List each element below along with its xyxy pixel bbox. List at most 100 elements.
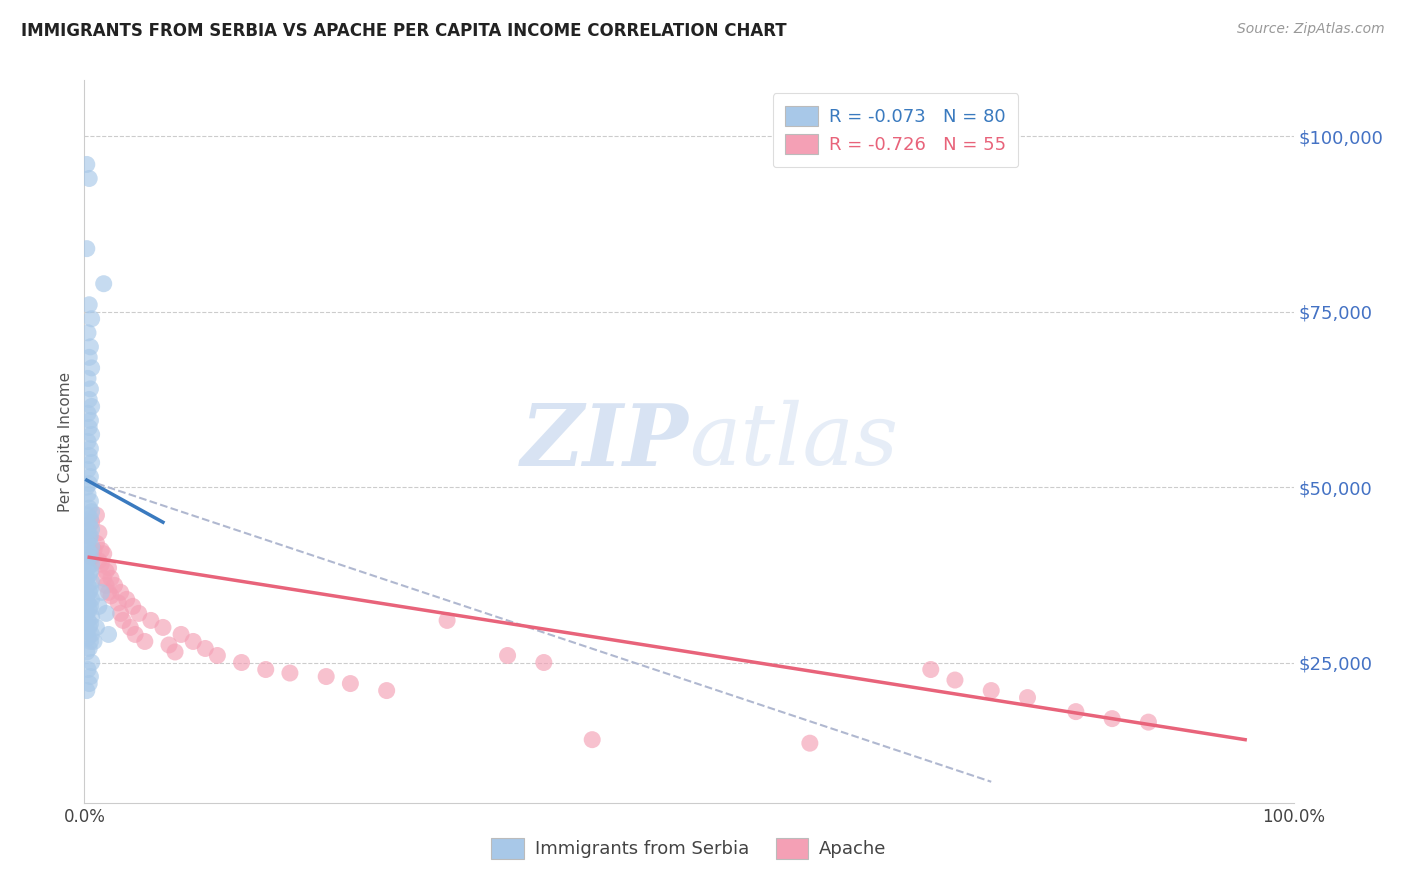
- Point: [80, 522, 103, 536]
- Point: [77, 663, 100, 677]
- Point: [77, 298, 100, 312]
- Point: [77, 525, 100, 540]
- Point: [80, 505, 103, 519]
- Point: [77, 434, 100, 449]
- Point: [76, 242, 98, 256]
- Point: [194, 641, 217, 656]
- Point: [93, 277, 115, 291]
- Point: [80, 400, 103, 414]
- Point: [980, 683, 1002, 698]
- Point: [77, 171, 100, 186]
- Point: [77, 603, 100, 617]
- Point: [77, 550, 100, 565]
- Point: [152, 620, 174, 634]
- Text: IMMIGRANTS FROM SERBIA VS APACHE PER CAPITA INCOME CORRELATION CHART: IMMIGRANTS FROM SERBIA VS APACHE PER CAP…: [21, 22, 787, 40]
- Point: [278, 666, 301, 681]
- Point: [77, 392, 100, 407]
- Point: [76, 515, 98, 529]
- Point: [94, 564, 117, 578]
- Point: [799, 736, 821, 750]
- Point: [80, 574, 103, 589]
- Point: [76, 589, 98, 603]
- Point: [80, 360, 103, 375]
- Point: [436, 614, 458, 628]
- Point: [76, 157, 98, 171]
- Point: [77, 596, 100, 610]
- Point: [79, 469, 101, 483]
- Point: [77, 518, 100, 533]
- Text: atlas: atlas: [689, 401, 898, 483]
- Point: [94, 607, 117, 621]
- Point: [80, 592, 103, 607]
- Point: [254, 663, 277, 677]
- Point: [86, 620, 108, 634]
- Point: [77, 501, 100, 516]
- Point: [80, 540, 103, 554]
- Point: [581, 732, 603, 747]
- Point: [77, 631, 100, 645]
- Point: [170, 627, 193, 641]
- Y-axis label: Per Capita Income: Per Capita Income: [58, 371, 73, 512]
- Point: [77, 371, 100, 385]
- Point: [79, 582, 101, 596]
- Point: [207, 648, 229, 663]
- Point: [76, 645, 98, 659]
- Point: [80, 515, 103, 529]
- Point: [94, 578, 117, 592]
- Point: [76, 554, 98, 568]
- Point: [77, 641, 100, 656]
- Point: [79, 529, 101, 543]
- Point: [80, 558, 103, 572]
- Point: [112, 614, 135, 628]
- Point: [77, 449, 100, 463]
- Point: [104, 578, 127, 592]
- Point: [77, 543, 100, 558]
- Point: [93, 571, 115, 585]
- Point: [97, 627, 120, 641]
- Point: [86, 508, 108, 523]
- Point: [77, 487, 100, 501]
- Point: [77, 533, 100, 547]
- Point: [87, 525, 110, 540]
- Point: [77, 578, 100, 592]
- Point: [110, 607, 132, 621]
- Point: [79, 599, 101, 614]
- Point: [128, 607, 150, 621]
- Point: [121, 599, 143, 614]
- Point: [77, 567, 100, 582]
- Point: [90, 543, 112, 558]
- Point: [90, 558, 112, 572]
- Point: [77, 351, 100, 365]
- Point: [107, 596, 129, 610]
- Point: [1064, 705, 1087, 719]
- Point: [77, 476, 100, 491]
- Point: [77, 508, 100, 523]
- Point: [77, 614, 100, 628]
- Point: [90, 585, 112, 599]
- Point: [79, 669, 101, 683]
- Point: [920, 663, 942, 677]
- Point: [77, 407, 100, 421]
- Point: [1017, 690, 1039, 705]
- Point: [79, 616, 101, 631]
- Point: [1101, 712, 1123, 726]
- Point: [76, 624, 98, 638]
- Point: [77, 676, 100, 690]
- Point: [134, 634, 156, 648]
- Point: [80, 656, 103, 670]
- Point: [83, 543, 105, 558]
- Point: [77, 620, 100, 634]
- Point: [124, 627, 146, 641]
- Point: [231, 656, 253, 670]
- Point: [80, 610, 103, 624]
- Point: [943, 673, 966, 687]
- Point: [97, 585, 120, 599]
- Point: [80, 627, 103, 641]
- Point: [86, 536, 108, 550]
- Point: [79, 382, 101, 396]
- Point: [77, 529, 100, 543]
- Point: [496, 648, 519, 663]
- Point: [157, 638, 180, 652]
- Point: [110, 585, 132, 599]
- Point: [76, 480, 98, 494]
